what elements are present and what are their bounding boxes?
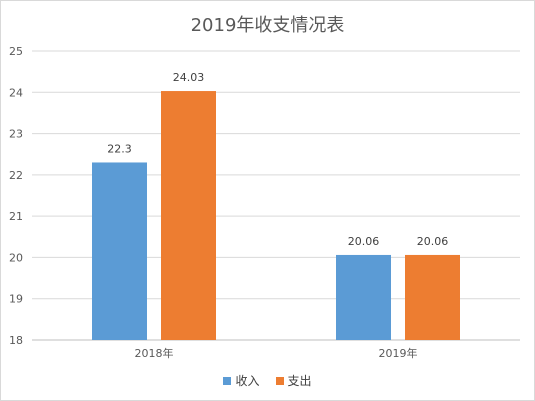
bar — [92, 162, 147, 340]
x-tick-label: 2019年 — [379, 346, 418, 360]
plot-area: 18 19 20 21 22 23 24 25 22.3 24.03 20.06 20.06 201… — [9, 45, 520, 360]
legend-swatch-expense — [275, 376, 284, 385]
y-tick-label: 18 — [9, 334, 23, 347]
y-tick-label: 21 — [9, 210, 23, 223]
chart-title: 2019年收支情况表 — [190, 15, 345, 36]
legend: 收入 支出 — [1, 372, 534, 389]
y-tick-label: 24 — [9, 86, 23, 99]
legend-item-income: 收入 — [223, 372, 260, 389]
bar — [161, 91, 216, 340]
y-tick-label: 19 — [9, 293, 23, 306]
data-label: 20.06 — [417, 235, 449, 248]
data-label: 20.06 — [348, 235, 380, 248]
y-tick-label: 22 — [9, 169, 23, 182]
legend-label-expense: 支出 — [287, 374, 312, 388]
bars — [92, 91, 460, 340]
data-labels: 22.3 24.03 20.06 20.06 — [107, 71, 448, 248]
bar — [405, 254, 460, 340]
legend-item-expense: 支出 — [275, 372, 312, 389]
legend-label-income: 收入 — [235, 374, 260, 388]
data-label: 22.3 — [107, 142, 132, 155]
legend-swatch-income — [223, 376, 232, 385]
y-tick-label: 23 — [9, 128, 23, 141]
y-tick-label: 25 — [9, 45, 23, 58]
bar — [336, 254, 391, 340]
data-label: 24.03 — [173, 71, 205, 84]
x-tick-label: 2018年 — [135, 346, 174, 360]
y-tick-label: 20 — [9, 251, 23, 264]
x-axis-tick-labels: 2018年 2019年 — [135, 346, 418, 360]
y-axis-tick-labels: 18 19 20 21 22 23 24 25 — [9, 45, 23, 347]
